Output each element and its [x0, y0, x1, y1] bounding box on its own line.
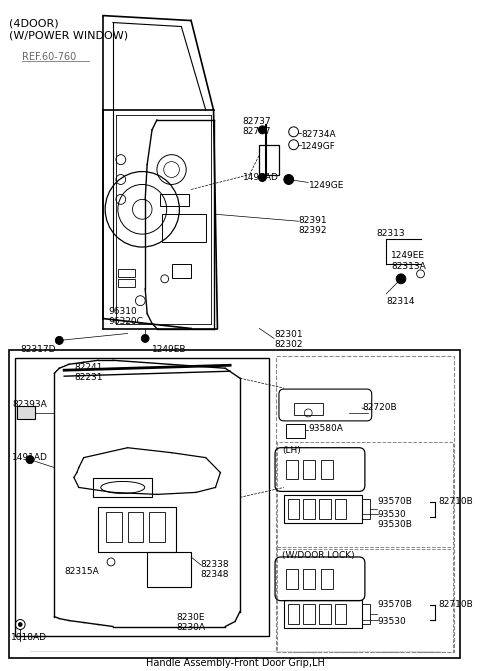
- Circle shape: [258, 174, 266, 181]
- Bar: [160, 195, 189, 206]
- Text: 82747: 82747: [243, 127, 271, 136]
- Bar: [147, 552, 191, 586]
- Bar: [259, 145, 279, 174]
- Text: 82313: 82313: [377, 229, 405, 238]
- Circle shape: [258, 126, 266, 134]
- Bar: [319, 604, 331, 623]
- Text: 93530: 93530: [378, 617, 407, 625]
- Bar: [288, 604, 300, 623]
- Text: 82710B: 82710B: [438, 600, 473, 609]
- Text: 82734A: 82734A: [301, 130, 336, 139]
- Circle shape: [396, 274, 406, 284]
- Text: 1249GF: 1249GF: [301, 142, 336, 151]
- Bar: [284, 495, 362, 523]
- Text: 82392: 82392: [299, 226, 327, 236]
- Bar: [303, 499, 315, 519]
- Bar: [319, 499, 331, 519]
- Bar: [162, 214, 206, 242]
- Text: 82241: 82241: [74, 363, 102, 372]
- Text: 82314: 82314: [386, 297, 415, 306]
- Bar: [94, 478, 152, 497]
- Bar: [276, 356, 454, 652]
- Text: 8230A: 8230A: [177, 623, 205, 631]
- Bar: [128, 512, 143, 542]
- Bar: [303, 604, 315, 623]
- Text: 82313A: 82313A: [391, 262, 426, 271]
- Text: Handle Assembly-Front Door Grip,LH: Handle Assembly-Front Door Grip,LH: [145, 658, 324, 668]
- Text: 1249EE: 1249EE: [391, 251, 425, 260]
- Text: 82301: 82301: [274, 331, 303, 340]
- Bar: [98, 507, 177, 552]
- Bar: [149, 512, 165, 542]
- Bar: [171, 264, 191, 278]
- Circle shape: [18, 623, 22, 627]
- Circle shape: [26, 456, 34, 464]
- Text: 93530: 93530: [378, 510, 407, 519]
- Text: 82720B: 82720B: [362, 403, 396, 412]
- Text: 1249EB: 1249EB: [152, 346, 187, 354]
- Bar: [286, 569, 298, 588]
- Text: 82338: 82338: [201, 560, 229, 569]
- Text: 93570B: 93570B: [378, 600, 412, 609]
- Bar: [362, 499, 370, 519]
- Text: 8230E: 8230E: [177, 613, 205, 621]
- Text: 96320C: 96320C: [108, 317, 143, 325]
- Text: 82710B: 82710B: [438, 497, 473, 507]
- Bar: [321, 460, 333, 480]
- Text: (4DOOR): (4DOOR): [9, 19, 58, 29]
- Text: (W/POWER WINDOW): (W/POWER WINDOW): [9, 30, 128, 40]
- Text: 82348: 82348: [201, 570, 229, 579]
- Bar: [362, 604, 370, 623]
- Bar: [288, 499, 300, 519]
- Text: (W/DOOR LOCK): (W/DOOR LOCK): [282, 551, 355, 560]
- Bar: [106, 512, 122, 542]
- Bar: [277, 442, 453, 549]
- Text: 93580A: 93580A: [308, 424, 343, 433]
- Bar: [321, 569, 333, 588]
- Text: 82737: 82737: [243, 117, 272, 126]
- Text: (LH): (LH): [282, 446, 300, 455]
- Text: 82231: 82231: [74, 373, 102, 382]
- Bar: [286, 424, 305, 437]
- Bar: [284, 600, 362, 627]
- Circle shape: [55, 336, 63, 344]
- Text: 96310: 96310: [108, 307, 137, 315]
- Text: REF.60-760: REF.60-760: [22, 52, 76, 62]
- Circle shape: [284, 174, 294, 185]
- Bar: [9, 350, 459, 658]
- Text: 93530B: 93530B: [378, 520, 412, 529]
- Bar: [335, 499, 347, 519]
- Bar: [294, 403, 323, 415]
- Text: 1018AD: 1018AD: [11, 633, 47, 642]
- Text: 82391: 82391: [299, 216, 327, 225]
- Text: 93570B: 93570B: [378, 497, 412, 507]
- Bar: [118, 279, 135, 287]
- Text: 82315A: 82315A: [64, 567, 99, 576]
- Bar: [303, 460, 315, 480]
- Bar: [277, 547, 453, 652]
- Circle shape: [141, 334, 149, 342]
- Text: 82317D: 82317D: [20, 346, 56, 354]
- Text: 82302: 82302: [274, 340, 302, 350]
- Bar: [118, 269, 135, 277]
- Bar: [17, 406, 35, 419]
- Bar: [303, 569, 315, 588]
- Text: 1249GE: 1249GE: [309, 181, 345, 191]
- Bar: [15, 358, 269, 636]
- Bar: [335, 604, 347, 623]
- Text: 1491AD: 1491AD: [12, 453, 48, 462]
- Bar: [286, 460, 298, 480]
- Text: 1491AD: 1491AD: [243, 172, 279, 182]
- Text: 82393A: 82393A: [12, 400, 47, 409]
